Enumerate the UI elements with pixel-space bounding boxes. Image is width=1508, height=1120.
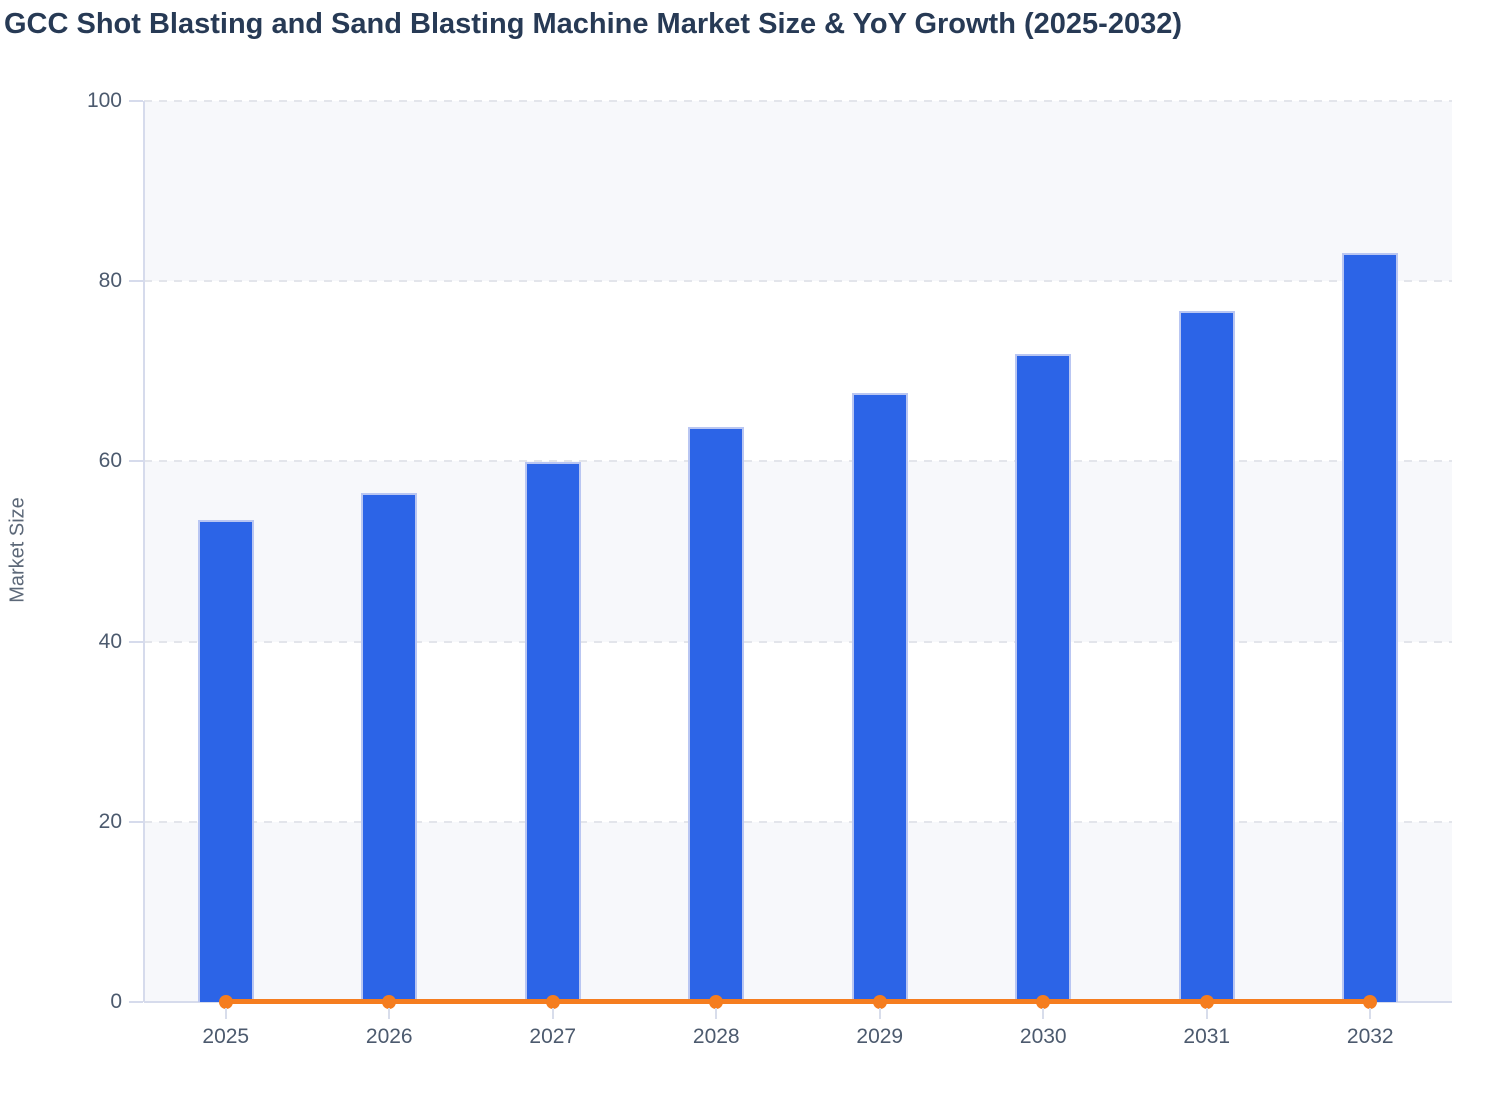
x-tick-mark	[1369, 1008, 1372, 1019]
y-tick-mark	[129, 820, 143, 823]
x-tick-label-2032: 2032	[1346, 1025, 1394, 1048]
y-tick-label-60: 60	[98, 449, 122, 473]
x-tick-mark	[1205, 1008, 1208, 1019]
yoy-growth-line[interactable]	[225, 999, 1371, 1004]
yoy-marker-2026[interactable]	[382, 995, 397, 1009]
x-tick-label-2026: 2026	[365, 1025, 413, 1048]
gridline	[144, 280, 1452, 283]
bar-2032[interactable]	[1342, 253, 1399, 1002]
bar-2029[interactable]	[851, 392, 908, 1002]
x-tick-mark	[1042, 1008, 1045, 1019]
plot-band	[144, 461, 1452, 642]
yoy-marker-2032[interactable]	[1363, 995, 1378, 1009]
yoy-marker-2028[interactable]	[709, 995, 724, 1009]
gridline	[144, 820, 1452, 823]
x-tick-label-2031: 2031	[1183, 1025, 1231, 1048]
plot-band	[144, 821, 1452, 1002]
bar-2031[interactable]	[1178, 310, 1235, 1002]
y-tick-label-20: 20	[98, 809, 122, 833]
yoy-marker-2027[interactable]	[545, 995, 560, 1009]
x-tick-mark	[551, 1008, 554, 1019]
x-tick-label-2027: 2027	[529, 1025, 577, 1048]
y-tick-label-40: 40	[98, 629, 122, 653]
bar-2028[interactable]	[688, 427, 745, 1002]
bar-2027[interactable]	[524, 462, 581, 1002]
y-tick-label-80: 80	[98, 269, 122, 293]
bar-2026[interactable]	[361, 492, 418, 1002]
x-tick-mark	[224, 1008, 227, 1019]
chart-title: GCC Shot Blasting and Sand Blasting Mach…	[4, 8, 1182, 40]
y-tick-label-100: 100	[86, 89, 122, 112]
x-tick-mark	[388, 1008, 391, 1019]
yoy-marker-2031[interactable]	[1199, 995, 1214, 1009]
y-tick-mark	[129, 280, 143, 283]
y-tick-mark	[129, 640, 143, 643]
yoy-marker-2029[interactable]	[872, 995, 887, 1009]
x-tick-label-2025: 2025	[202, 1025, 250, 1048]
y-tick-mark	[129, 460, 143, 463]
x-tick-label-2028: 2028	[692, 1025, 740, 1048]
y-tick-mark	[129, 100, 143, 102]
bar-2030[interactable]	[1015, 354, 1072, 1002]
y-tick-label-0: 0	[110, 990, 122, 1013]
yoy-marker-2025[interactable]	[218, 995, 233, 1009]
x-tick-label-2029: 2029	[856, 1025, 904, 1048]
x-tick-label-2030: 2030	[1019, 1025, 1067, 1048]
gridline	[144, 640, 1452, 643]
plot-band	[144, 101, 1452, 282]
gridline	[144, 460, 1452, 463]
gridline	[144, 100, 1452, 102]
yoy-marker-2030[interactable]	[1036, 995, 1051, 1009]
plot-area	[143, 100, 1452, 1009]
x-tick-mark	[715, 1008, 718, 1019]
x-tick-mark	[878, 1008, 881, 1019]
x-axis: 2025 2026 2027 2028 2029 2030 2031 2032	[144, 1002, 1452, 1062]
y-axis-line	[143, 101, 145, 1002]
y-tick-mark	[129, 1001, 143, 1003]
y-axis: 0 20 40 60 80 100	[0, 89, 144, 1013]
bar-2025[interactable]	[197, 519, 254, 1002]
